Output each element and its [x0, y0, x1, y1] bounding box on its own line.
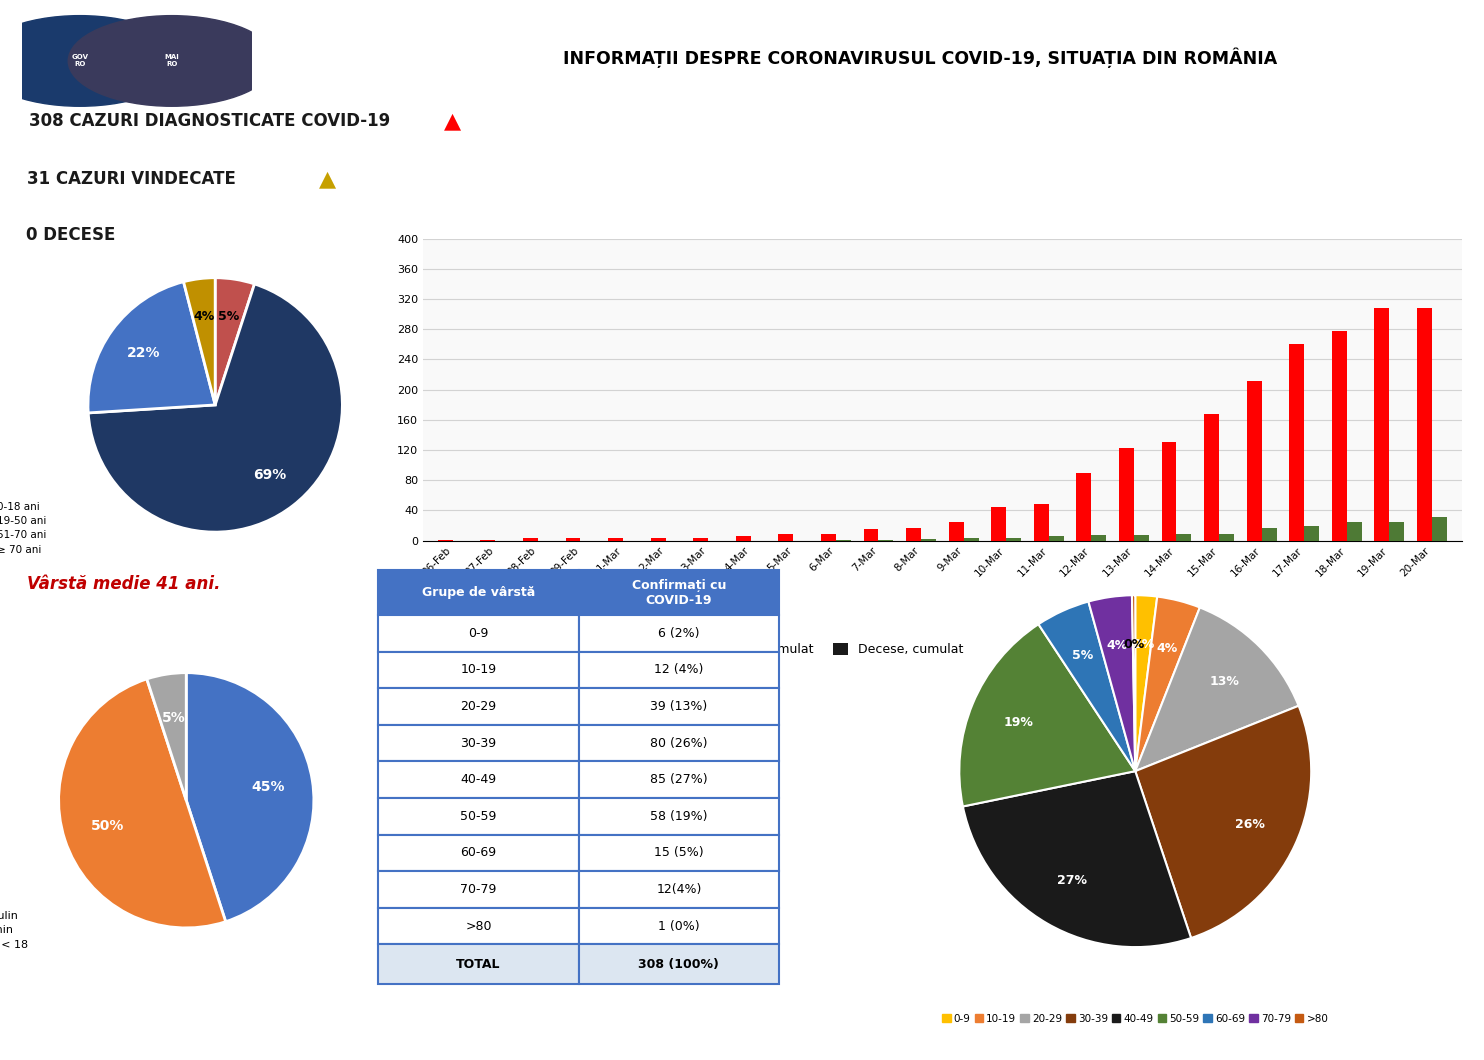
Bar — [1162, 442, 1177, 541]
Wedge shape — [963, 772, 1192, 947]
Legend: 0-9, 10-19, 20-29, 30-39, 40-49, 50-59, 60-69, 70-79, >80: 0-9, 10-19, 20-29, 30-39, 40-49, 50-59, … — [938, 1009, 1333, 1028]
Text: 50%: 50% — [91, 819, 125, 833]
Text: INFORMAȚII DESPRE CORONAVIRUSUL COVID-19, SITUAȚIA DIN ROMÂNIA: INFORMAȚII DESPRE CORONAVIRUSUL COVID-19… — [562, 48, 1278, 68]
Text: 308 CAZURI DIAGNOSTICATE COVID-19: 308 CAZURI DIAGNOSTICATE COVID-19 — [30, 112, 390, 129]
Legend: Masculin, Feminin, Copii < 18: Masculin, Feminin, Copii < 18 — [0, 906, 33, 954]
Wedge shape — [1135, 607, 1298, 772]
Wedge shape — [186, 673, 313, 922]
Text: 4%: 4% — [193, 311, 215, 323]
Wedge shape — [59, 678, 226, 928]
Wedge shape — [1039, 601, 1135, 772]
Bar — [1261, 528, 1276, 541]
Text: 4%: 4% — [1156, 642, 1177, 655]
Text: 5%: 5% — [1073, 650, 1094, 662]
Bar — [1247, 382, 1261, 541]
Text: 69%: 69% — [254, 469, 286, 482]
Wedge shape — [147, 673, 187, 800]
Wedge shape — [88, 284, 343, 532]
Wedge shape — [184, 278, 215, 405]
Wedge shape — [959, 624, 1135, 807]
Bar — [693, 537, 708, 541]
Bar — [522, 538, 537, 541]
Text: 5%: 5% — [162, 711, 186, 725]
Bar — [1374, 308, 1389, 541]
Bar — [1304, 526, 1319, 541]
Bar — [736, 536, 751, 541]
Text: 5%: 5% — [218, 311, 240, 323]
Text: 2%: 2% — [1132, 638, 1155, 651]
Wedge shape — [1135, 597, 1201, 772]
Bar — [948, 522, 963, 541]
Bar — [907, 528, 922, 541]
Text: GOV
RO: GOV RO — [71, 54, 88, 68]
Bar — [1049, 536, 1064, 541]
Bar — [1076, 474, 1091, 541]
Text: 22%: 22% — [126, 346, 160, 359]
Bar — [1347, 522, 1362, 541]
Text: 4%: 4% — [1107, 639, 1128, 652]
Bar — [1034, 504, 1049, 541]
Bar — [922, 540, 936, 541]
Wedge shape — [88, 282, 215, 413]
Text: 19%: 19% — [1003, 717, 1033, 729]
Bar — [608, 538, 623, 541]
Bar — [1091, 535, 1106, 541]
Legend: 0-18 ani, 19-50 ani, 51-70 ani, ≥ 70 ani: 0-18 ani, 19-50 ani, 51-70 ani, ≥ 70 ani — [0, 498, 50, 559]
Bar — [1204, 414, 1218, 541]
Wedge shape — [1135, 595, 1158, 772]
Bar — [1134, 535, 1149, 541]
Wedge shape — [1088, 596, 1135, 772]
Wedge shape — [1132, 595, 1135, 772]
Wedge shape — [215, 278, 254, 405]
Bar — [1389, 522, 1404, 541]
Bar — [1006, 537, 1021, 541]
Wedge shape — [1135, 706, 1312, 938]
Bar — [864, 529, 879, 541]
Bar — [779, 534, 794, 541]
Bar — [650, 538, 666, 541]
Bar — [821, 534, 835, 541]
Circle shape — [68, 16, 276, 106]
Bar — [1290, 344, 1304, 541]
Text: 45%: 45% — [251, 780, 285, 794]
Bar — [1177, 534, 1192, 541]
Text: Vârstă medie 41 ani.: Vârstă medie 41 ani. — [27, 575, 220, 593]
Bar — [991, 507, 1006, 541]
Text: 31 CAZURI VINDECATE: 31 CAZURI VINDECATE — [27, 171, 236, 188]
Text: 0 DECESE: 0 DECESE — [27, 227, 116, 244]
Bar — [1218, 534, 1235, 541]
Text: 26%: 26% — [1235, 818, 1266, 831]
Bar — [1333, 332, 1347, 541]
Bar — [1417, 308, 1432, 541]
Bar — [963, 538, 978, 541]
Text: 13%: 13% — [1209, 675, 1239, 688]
Bar — [565, 538, 580, 541]
Text: MAI
RO: MAI RO — [165, 54, 180, 68]
Legend: Diagnosticați, cumulat, Vindecați, cumulat, Decese, cumulat: Diagnosticați, cumulat, Vindecați, cumul… — [481, 638, 968, 661]
Text: ▲: ▲ — [319, 170, 335, 189]
Circle shape — [0, 16, 184, 106]
Bar — [1432, 517, 1447, 541]
Text: 0%: 0% — [1123, 638, 1144, 651]
Text: ▲: ▲ — [444, 111, 462, 130]
Text: 27%: 27% — [1057, 874, 1086, 887]
Bar — [1119, 447, 1134, 541]
